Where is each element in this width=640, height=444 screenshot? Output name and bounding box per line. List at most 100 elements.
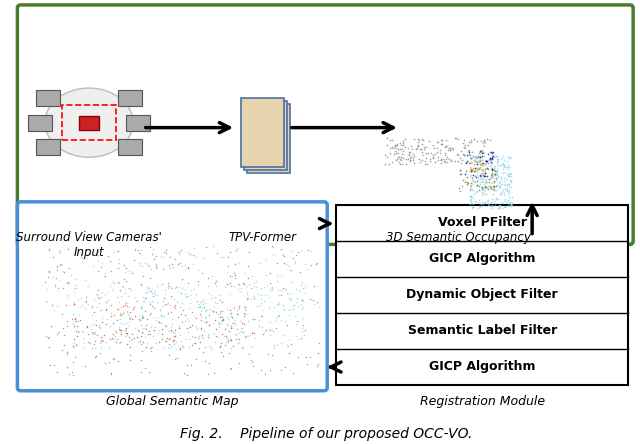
Point [90,330,100,337]
Point [165,301,175,308]
Point [468,160,479,167]
Point [54,277,65,284]
Point [49,362,59,369]
Point [499,178,509,185]
Point [200,313,210,321]
Point [275,287,285,294]
Point [142,316,152,323]
Point [475,157,485,164]
Point [140,308,150,315]
Point [76,253,86,260]
Point [268,327,278,334]
Point [469,179,479,186]
Point [174,325,184,332]
Point [193,281,204,289]
Point [467,192,477,199]
Point [216,348,226,355]
Point [486,185,496,192]
Point [151,339,161,346]
Point [496,176,506,183]
Point [261,326,271,333]
Point [477,186,488,193]
Point [282,341,292,348]
Point [476,160,486,167]
Point [504,155,515,162]
Point [54,329,64,336]
Point [107,278,117,285]
Point [450,135,460,142]
Point [123,292,133,299]
Point [215,307,225,314]
Point [115,286,125,293]
Point [286,248,296,255]
Point [180,311,191,318]
Point [237,324,248,331]
Point [492,155,502,163]
Point [146,343,156,350]
Point [474,158,484,165]
Point [482,184,492,191]
Point [392,155,402,163]
Point [155,306,165,313]
Point [209,303,219,310]
Point [182,263,193,270]
Point [118,302,128,309]
Text: 3D Semantic Occupancy: 3D Semantic Occupancy [386,231,531,245]
Point [68,310,78,317]
Point [471,155,481,162]
Point [170,356,180,363]
Point [499,169,509,176]
Point [169,295,179,302]
Point [272,301,282,308]
Point [197,304,207,311]
Point [497,162,507,169]
Point [104,336,115,343]
Point [271,341,282,349]
Point [216,317,226,324]
Point [183,248,193,255]
Point [116,312,127,319]
Point [108,319,118,326]
Point [480,170,490,177]
Point [138,330,148,337]
Point [488,148,498,155]
Point [472,138,483,145]
Point [382,135,392,142]
Point [472,164,483,171]
Point [218,317,228,324]
Point [136,304,146,311]
Point [306,247,316,254]
Point [51,274,61,281]
Point [94,322,104,329]
Point [249,282,259,289]
Point [457,157,467,164]
Point [175,303,186,310]
Point [497,200,508,207]
Point [485,184,495,191]
Point [225,310,236,317]
Point [57,311,67,318]
Point [227,313,237,320]
Point [116,320,126,327]
Point [506,183,516,190]
Text: Fig. 2.    Pipeline of our proposed OCC-VO.: Fig. 2. Pipeline of our proposed OCC-VO. [180,428,472,441]
Point [216,253,226,260]
Point [474,150,484,157]
Point [501,176,511,183]
Point [397,141,408,148]
Point [209,330,219,337]
Point [114,298,124,305]
Point [480,166,490,173]
Point [491,174,501,181]
Point [241,332,251,339]
Point [207,272,217,279]
Point [145,288,156,295]
Point [145,330,156,337]
Point [223,350,234,357]
Point [57,268,67,275]
Point [121,277,131,284]
Point [492,181,502,188]
Point [476,155,486,162]
Point [189,339,199,346]
Point [228,304,239,311]
